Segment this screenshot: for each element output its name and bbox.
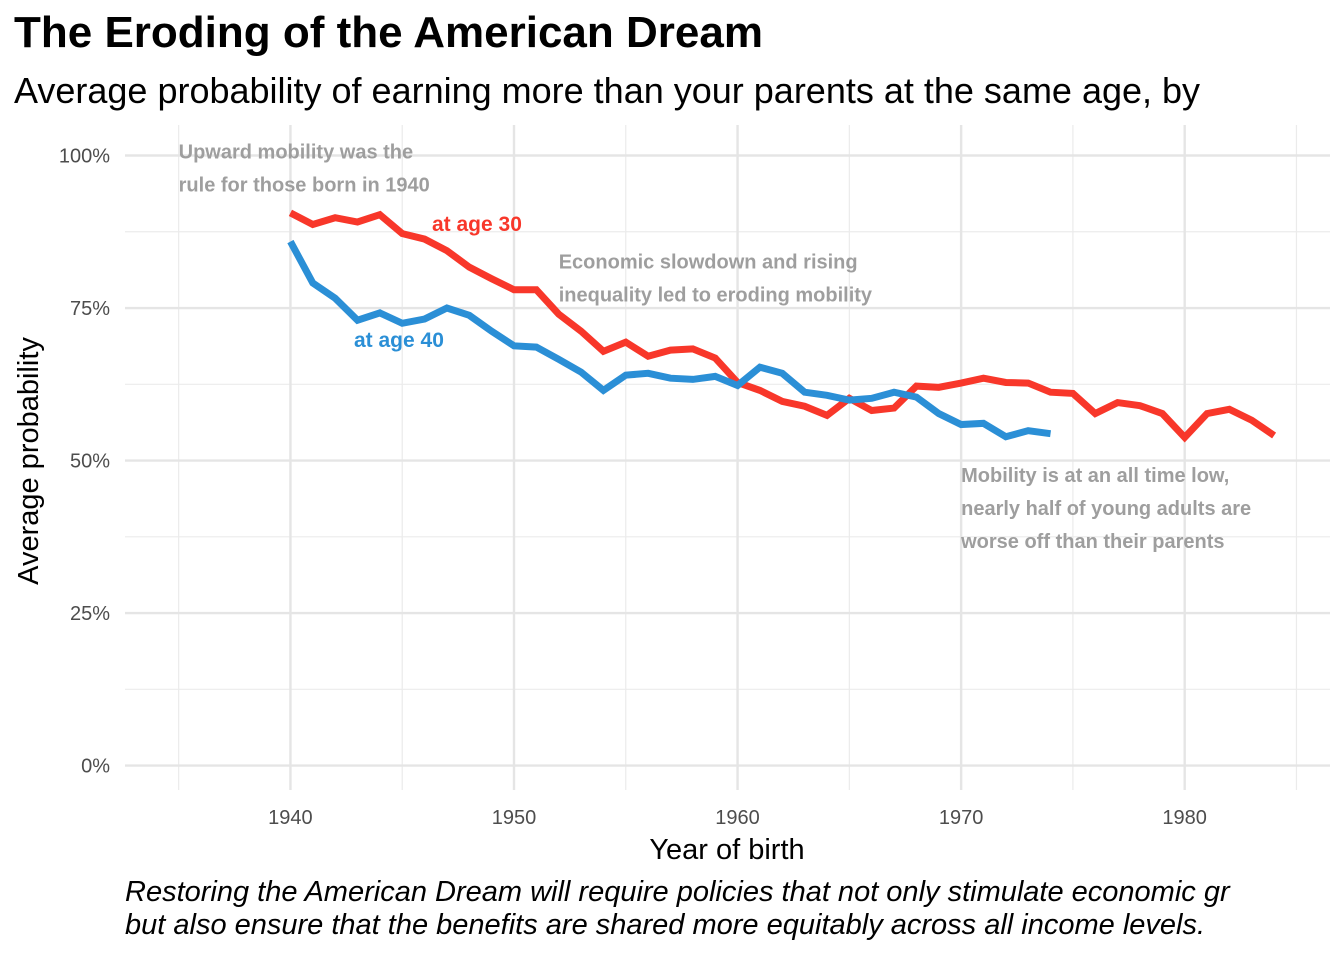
y-tick-label: 25% xyxy=(70,603,110,625)
annotation-1-line: Upward mobility was the xyxy=(179,142,413,164)
annotation-3-line: nearly half of young adults are xyxy=(961,498,1251,520)
chart-title: The Eroding of the American Dream xyxy=(14,8,763,57)
caption-line-2: but also ensure that the benefits are sh… xyxy=(125,909,1206,941)
x-axis-label: Year of birth xyxy=(649,834,804,866)
series-line-age-40 xyxy=(287,239,1052,441)
caption-line-1: Restoring the American Dream will requir… xyxy=(125,876,1230,908)
y-axis-label: Average probability xyxy=(13,337,45,585)
annotation-2-line: Economic slowdown and rising xyxy=(559,251,858,273)
x-tick-label: 1980 xyxy=(1162,807,1207,829)
y-tick-label: 75% xyxy=(70,298,110,320)
x-tick-label: 1940 xyxy=(268,807,313,829)
series-label-age-30: at age 30 xyxy=(432,213,522,236)
annotation-2-line: inequality led to eroding mobility xyxy=(559,284,873,306)
y-tick-label: 50% xyxy=(70,451,110,473)
x-tick-label: 1970 xyxy=(939,807,984,829)
chart-caption: Restoring the American Dream will requir… xyxy=(125,876,1230,942)
x-tick-label: 1960 xyxy=(715,807,760,829)
annotation-1-line: rule for those born in 1940 xyxy=(179,175,430,197)
y-tick-label: 100% xyxy=(59,146,110,168)
chart-subtitle: Average probability of earning more than… xyxy=(14,70,1201,111)
series-line-age-30 xyxy=(288,209,1277,443)
annotation-3-line: Mobility is at an all time low, xyxy=(961,465,1229,487)
x-tick-label: 1950 xyxy=(492,807,537,829)
series-label-age-40: at age 40 xyxy=(354,329,444,352)
annotation-3-line: worse off than their parents xyxy=(960,531,1224,553)
y-tick-label: 0% xyxy=(81,756,110,778)
